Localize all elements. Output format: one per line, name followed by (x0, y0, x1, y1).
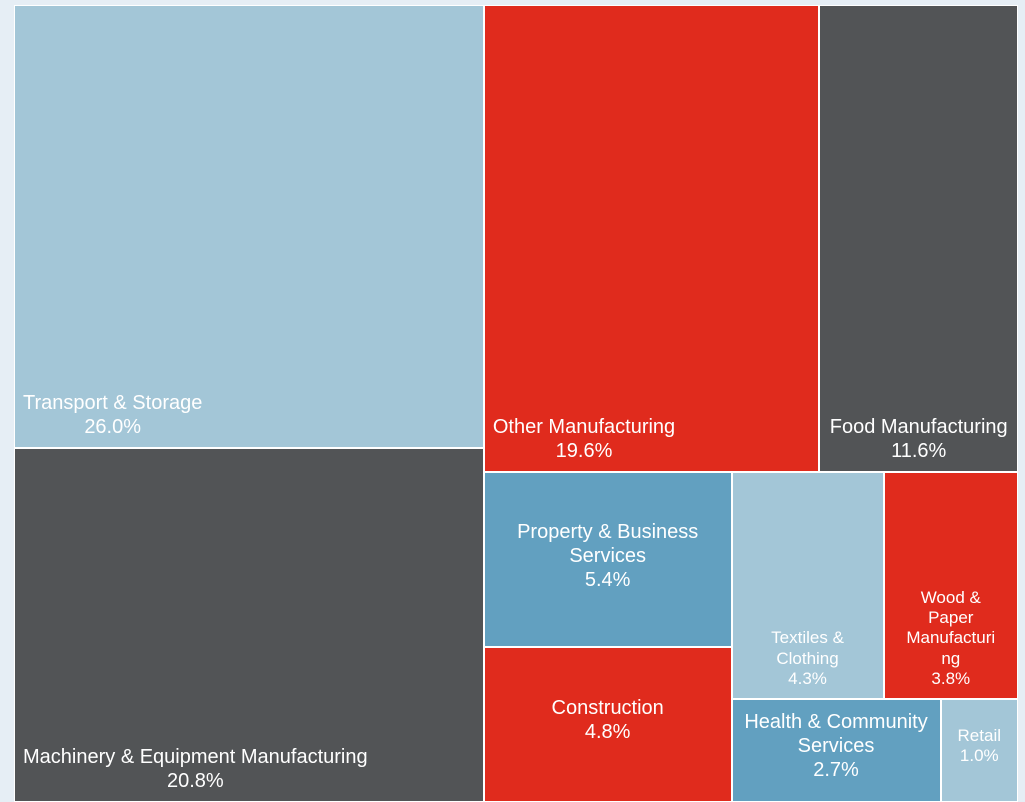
tile: Property & Business Services 5.4% (483, 472, 732, 647)
tile-label: Retail 1.0% (942, 726, 1017, 775)
treemap: Transport & Storage 26.0% Machinery & Equi… (14, 5, 1018, 802)
tile: Health & Community Services 2.7% (731, 698, 941, 802)
tile: Food Manufacturing 11.6% (819, 5, 1018, 473)
tile-label: Construction 4.8% (544, 696, 672, 752)
category-name: Food Manufacturing (829, 416, 1008, 439)
tile-label: Food Manufacturing 11.6% (822, 415, 1016, 471)
category-name: Property & Business Services (517, 520, 699, 567)
value-label: 1.0% (959, 746, 999, 766)
tile: Other Manufacturing 19.6% (483, 5, 820, 473)
value-label: 20.8% (166, 769, 224, 792)
category-name: Health & Community Services (744, 711, 928, 758)
tile-label: Wood & Paper Manufacturing 3.8% (896, 588, 1006, 698)
tile-label: Health & Community Services 2.7% (733, 710, 940, 790)
tile: Retail 1.0% (940, 698, 1018, 802)
tile-label: Property & Business Services 5.4% (485, 520, 731, 600)
tile-label: Transport & Storage 26.0% (15, 391, 210, 447)
value-label: 5.4% (584, 568, 631, 591)
value-label: 11.6% (891, 440, 947, 463)
value-label: 3.8% (931, 669, 971, 689)
category-name: Other Manufacturing (492, 416, 676, 439)
tile-label: Other Manufacturing 19.6% (485, 415, 683, 471)
value-label: 2.7% (813, 759, 859, 782)
value-label: 19.6% (555, 440, 613, 463)
category-name: Wood & Paper Manufacturing (906, 587, 996, 668)
tile: Machinery & Equipment Manufacturing 20.8% (14, 447, 484, 802)
tile: Textiles & Clothing 4.3% (731, 472, 884, 699)
tile: Transport & Storage 26.0% (14, 5, 484, 448)
value-label: 26.0% (84, 415, 142, 438)
tile: Wood & Paper Manufacturing 3.8% (883, 472, 1018, 699)
tile-label: Machinery & Equipment Manufacturing 20.8% (15, 745, 376, 801)
value-label: 4.3% (788, 669, 827, 689)
tile-label: Textiles & Clothing 4.3% (753, 628, 863, 697)
category-name: Machinery & Equipment Manufacturing (23, 745, 368, 768)
value-label: 4.8% (584, 721, 631, 744)
category-name: Transport & Storage (23, 391, 203, 414)
category-name: Textiles & Clothing (771, 628, 844, 668)
category-name: Retail (957, 725, 1001, 745)
tile: Construction 4.8% (483, 646, 732, 802)
category-name: Construction (551, 697, 664, 720)
